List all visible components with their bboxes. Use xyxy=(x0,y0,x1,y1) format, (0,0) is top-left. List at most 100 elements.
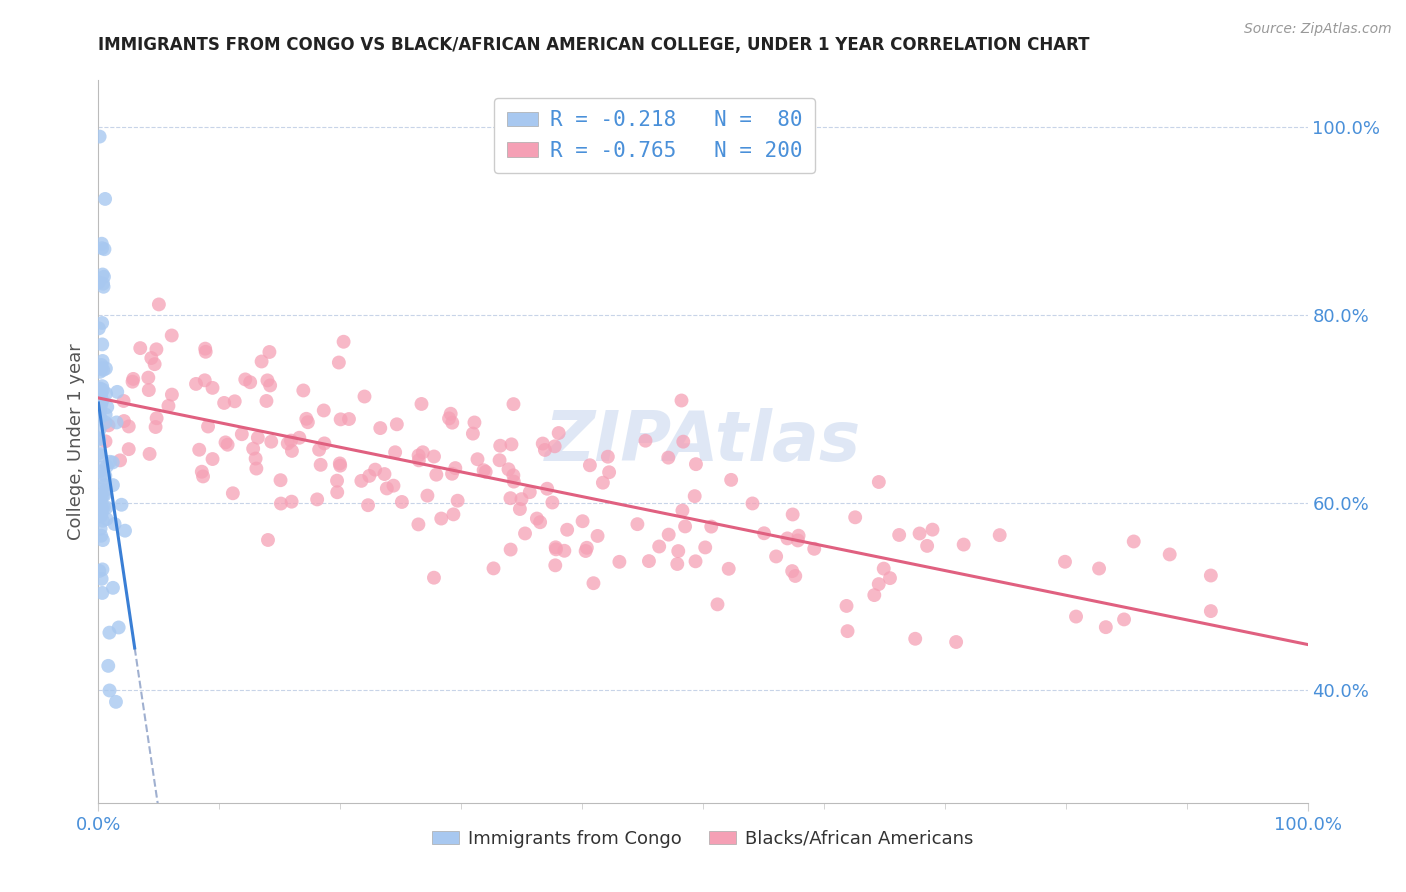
Point xyxy=(423,450,446,464)
Point xyxy=(626,517,648,532)
Point xyxy=(259,378,281,392)
Point xyxy=(91,514,114,528)
Point xyxy=(256,394,278,409)
Point xyxy=(91,562,114,576)
Point xyxy=(89,423,111,437)
Point xyxy=(444,461,467,475)
Point xyxy=(544,439,567,453)
Point xyxy=(91,363,114,377)
Point xyxy=(91,501,114,516)
Point xyxy=(145,420,167,434)
Point xyxy=(575,541,598,555)
Point xyxy=(91,383,114,397)
Point xyxy=(700,519,723,533)
Point xyxy=(706,598,728,612)
Point xyxy=(502,397,524,411)
Point xyxy=(648,540,671,554)
Point xyxy=(94,192,117,206)
Point xyxy=(194,344,217,359)
Point xyxy=(1122,534,1144,549)
Point xyxy=(416,489,439,503)
Point xyxy=(246,431,269,445)
Point xyxy=(544,541,567,555)
Point xyxy=(96,459,118,474)
Y-axis label: College, Under 1 year: College, Under 1 year xyxy=(66,343,84,540)
Point xyxy=(579,458,602,473)
Point xyxy=(280,494,302,508)
Point xyxy=(270,497,292,511)
Point xyxy=(93,500,115,515)
Point xyxy=(93,279,115,293)
Point xyxy=(90,483,112,497)
Text: ZIPAtlas: ZIPAtlas xyxy=(546,408,860,475)
Point xyxy=(329,457,352,471)
Point xyxy=(194,342,217,356)
Point xyxy=(489,439,512,453)
Point xyxy=(194,373,217,387)
Point xyxy=(98,683,121,698)
Point xyxy=(90,493,112,508)
Point xyxy=(868,577,890,591)
Point xyxy=(118,419,141,434)
Point xyxy=(658,527,681,541)
Point xyxy=(332,334,354,349)
Point xyxy=(685,554,707,568)
Point xyxy=(94,478,117,492)
Point xyxy=(785,569,807,583)
Point xyxy=(101,581,124,595)
Point xyxy=(1053,555,1076,569)
Point xyxy=(89,365,111,379)
Point xyxy=(510,492,533,507)
Point xyxy=(91,490,114,504)
Point xyxy=(138,447,160,461)
Point xyxy=(91,379,114,393)
Point xyxy=(231,427,253,442)
Point xyxy=(89,382,111,396)
Point xyxy=(90,361,112,376)
Point xyxy=(105,416,128,430)
Point xyxy=(1088,561,1111,575)
Point xyxy=(337,412,360,426)
Point xyxy=(104,695,127,709)
Point xyxy=(93,488,115,502)
Point xyxy=(586,529,609,543)
Point xyxy=(121,375,143,389)
Point xyxy=(988,528,1011,542)
Point xyxy=(441,467,464,481)
Point xyxy=(412,445,434,459)
Point xyxy=(326,474,349,488)
Point xyxy=(329,412,352,426)
Point xyxy=(350,474,373,488)
Point xyxy=(110,498,132,512)
Point xyxy=(863,588,886,602)
Point xyxy=(368,421,391,435)
Point xyxy=(143,357,166,371)
Point xyxy=(529,515,551,529)
Point xyxy=(482,561,505,575)
Point xyxy=(952,538,974,552)
Point xyxy=(145,343,167,357)
Point xyxy=(91,268,114,282)
Point xyxy=(250,354,273,368)
Point xyxy=(582,576,605,591)
Point xyxy=(217,438,239,452)
Point xyxy=(201,381,224,395)
Point xyxy=(280,434,302,448)
Point xyxy=(90,488,112,502)
Point xyxy=(666,557,689,571)
Point xyxy=(408,453,430,467)
Point xyxy=(138,383,160,397)
Point xyxy=(307,492,329,507)
Point xyxy=(105,384,128,399)
Point xyxy=(91,354,114,368)
Point xyxy=(837,624,859,639)
Point xyxy=(683,489,706,503)
Text: IMMIGRANTS FROM CONGO VS BLACK/AFRICAN AMERICAN COLLEGE, UNDER 1 YEAR CORRELATIO: IMMIGRANTS FROM CONGO VS BLACK/AFRICAN A… xyxy=(98,36,1090,54)
Point xyxy=(359,469,381,483)
Point xyxy=(904,632,927,646)
Point xyxy=(129,341,152,355)
Point xyxy=(94,361,117,376)
Point xyxy=(90,506,112,520)
Point xyxy=(270,473,292,487)
Legend: Immigrants from Congo, Blacks/African Americans: Immigrants from Congo, Blacks/African Am… xyxy=(425,822,981,855)
